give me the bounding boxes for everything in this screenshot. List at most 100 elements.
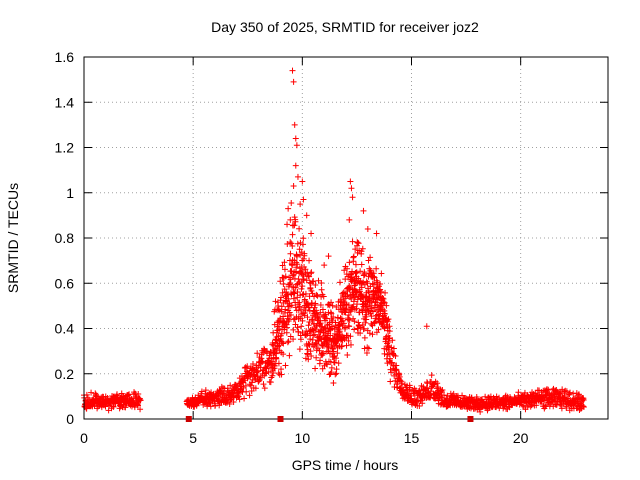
data-point	[438, 387, 445, 394]
data-point	[279, 289, 286, 296]
data-point	[345, 337, 352, 344]
data-point	[321, 262, 328, 269]
data-point	[278, 303, 285, 310]
data-point	[440, 392, 447, 399]
axis-ticks: 0 0.2 0.4 0.6 0.8 1 1.2 1.4 1.6 0 5 10 15 20	[55, 49, 608, 446]
data-point	[297, 239, 304, 246]
data-point	[282, 362, 289, 369]
data-point	[329, 345, 336, 352]
data-point	[273, 350, 280, 357]
data-point	[353, 305, 360, 312]
data-point	[283, 288, 290, 295]
data-point	[300, 255, 307, 262]
data-point	[341, 267, 348, 274]
data-point	[310, 278, 317, 285]
data-point	[311, 331, 318, 338]
data-point	[329, 317, 336, 324]
data-point	[387, 366, 394, 373]
data-point	[317, 357, 324, 364]
data-point	[257, 374, 264, 381]
data-point	[279, 339, 286, 346]
y-tick-label: 0	[66, 411, 74, 427]
data-point	[236, 396, 243, 403]
data-point	[244, 363, 251, 370]
data-point	[299, 283, 306, 290]
data-point	[385, 335, 392, 342]
data-point	[387, 378, 394, 385]
data-point	[388, 369, 395, 376]
chart-title: Day 350 of 2025, SRMTID for receiver joz…	[211, 19, 479, 35]
data-point	[519, 402, 526, 409]
data-point	[366, 330, 373, 337]
data-point	[202, 387, 209, 394]
data-point	[277, 335, 284, 342]
data-point	[355, 240, 362, 247]
data-point	[384, 351, 391, 358]
data-point	[346, 323, 353, 330]
data-point	[288, 302, 295, 309]
data-point	[368, 313, 375, 320]
data-point	[364, 303, 371, 310]
y-tick-label: 1.4	[55, 94, 75, 110]
data-point	[328, 342, 335, 349]
x-tick-label: 10	[295, 430, 311, 446]
plot-frame	[83, 56, 609, 420]
data-point	[273, 355, 280, 362]
data-point	[309, 290, 316, 297]
data-point	[302, 290, 309, 297]
data-point	[320, 329, 327, 336]
data-point	[304, 314, 311, 321]
data-point	[389, 337, 396, 344]
x-tick-label: 20	[513, 430, 529, 446]
data-point	[428, 372, 435, 379]
data-point	[371, 273, 378, 280]
data-point	[298, 249, 305, 256]
data-point	[305, 356, 312, 363]
data-point	[350, 315, 357, 322]
x-axis-label: GPS time / hours	[292, 457, 399, 473]
data-point	[294, 240, 301, 247]
data-point	[318, 279, 325, 286]
data-point	[365, 345, 372, 352]
data-point	[424, 385, 431, 392]
data-point	[434, 380, 441, 387]
data-point	[290, 289, 297, 296]
data-point	[241, 395, 248, 402]
data-point	[292, 162, 299, 169]
data-point	[393, 366, 400, 373]
data-point	[287, 311, 294, 318]
data-point	[380, 299, 387, 306]
data-point	[351, 318, 358, 325]
data-point	[294, 288, 301, 295]
data-point	[230, 399, 237, 406]
data-point	[289, 262, 296, 269]
data-point	[305, 301, 312, 308]
data-point	[333, 342, 340, 349]
data-point	[349, 268, 356, 275]
data-point	[122, 404, 129, 411]
data-point	[294, 324, 301, 331]
data-point	[364, 344, 371, 351]
data-point	[297, 201, 304, 208]
data-point	[350, 298, 357, 305]
data-point	[275, 360, 282, 367]
data-point	[277, 297, 284, 304]
data-point	[261, 385, 268, 392]
data-point	[580, 403, 587, 410]
data-point	[302, 306, 309, 313]
data-point	[543, 402, 550, 409]
data-point	[383, 302, 390, 309]
data-point	[280, 340, 287, 347]
data-point	[352, 261, 359, 268]
data-point	[285, 303, 292, 310]
data-point	[278, 308, 285, 315]
data-point	[308, 353, 315, 360]
data-point	[324, 343, 331, 350]
data-point	[249, 361, 256, 368]
data-point	[338, 343, 345, 350]
data-point	[317, 320, 324, 327]
data-point	[303, 277, 310, 284]
data-point	[260, 381, 267, 388]
y-tick-label: 0.2	[55, 366, 75, 382]
